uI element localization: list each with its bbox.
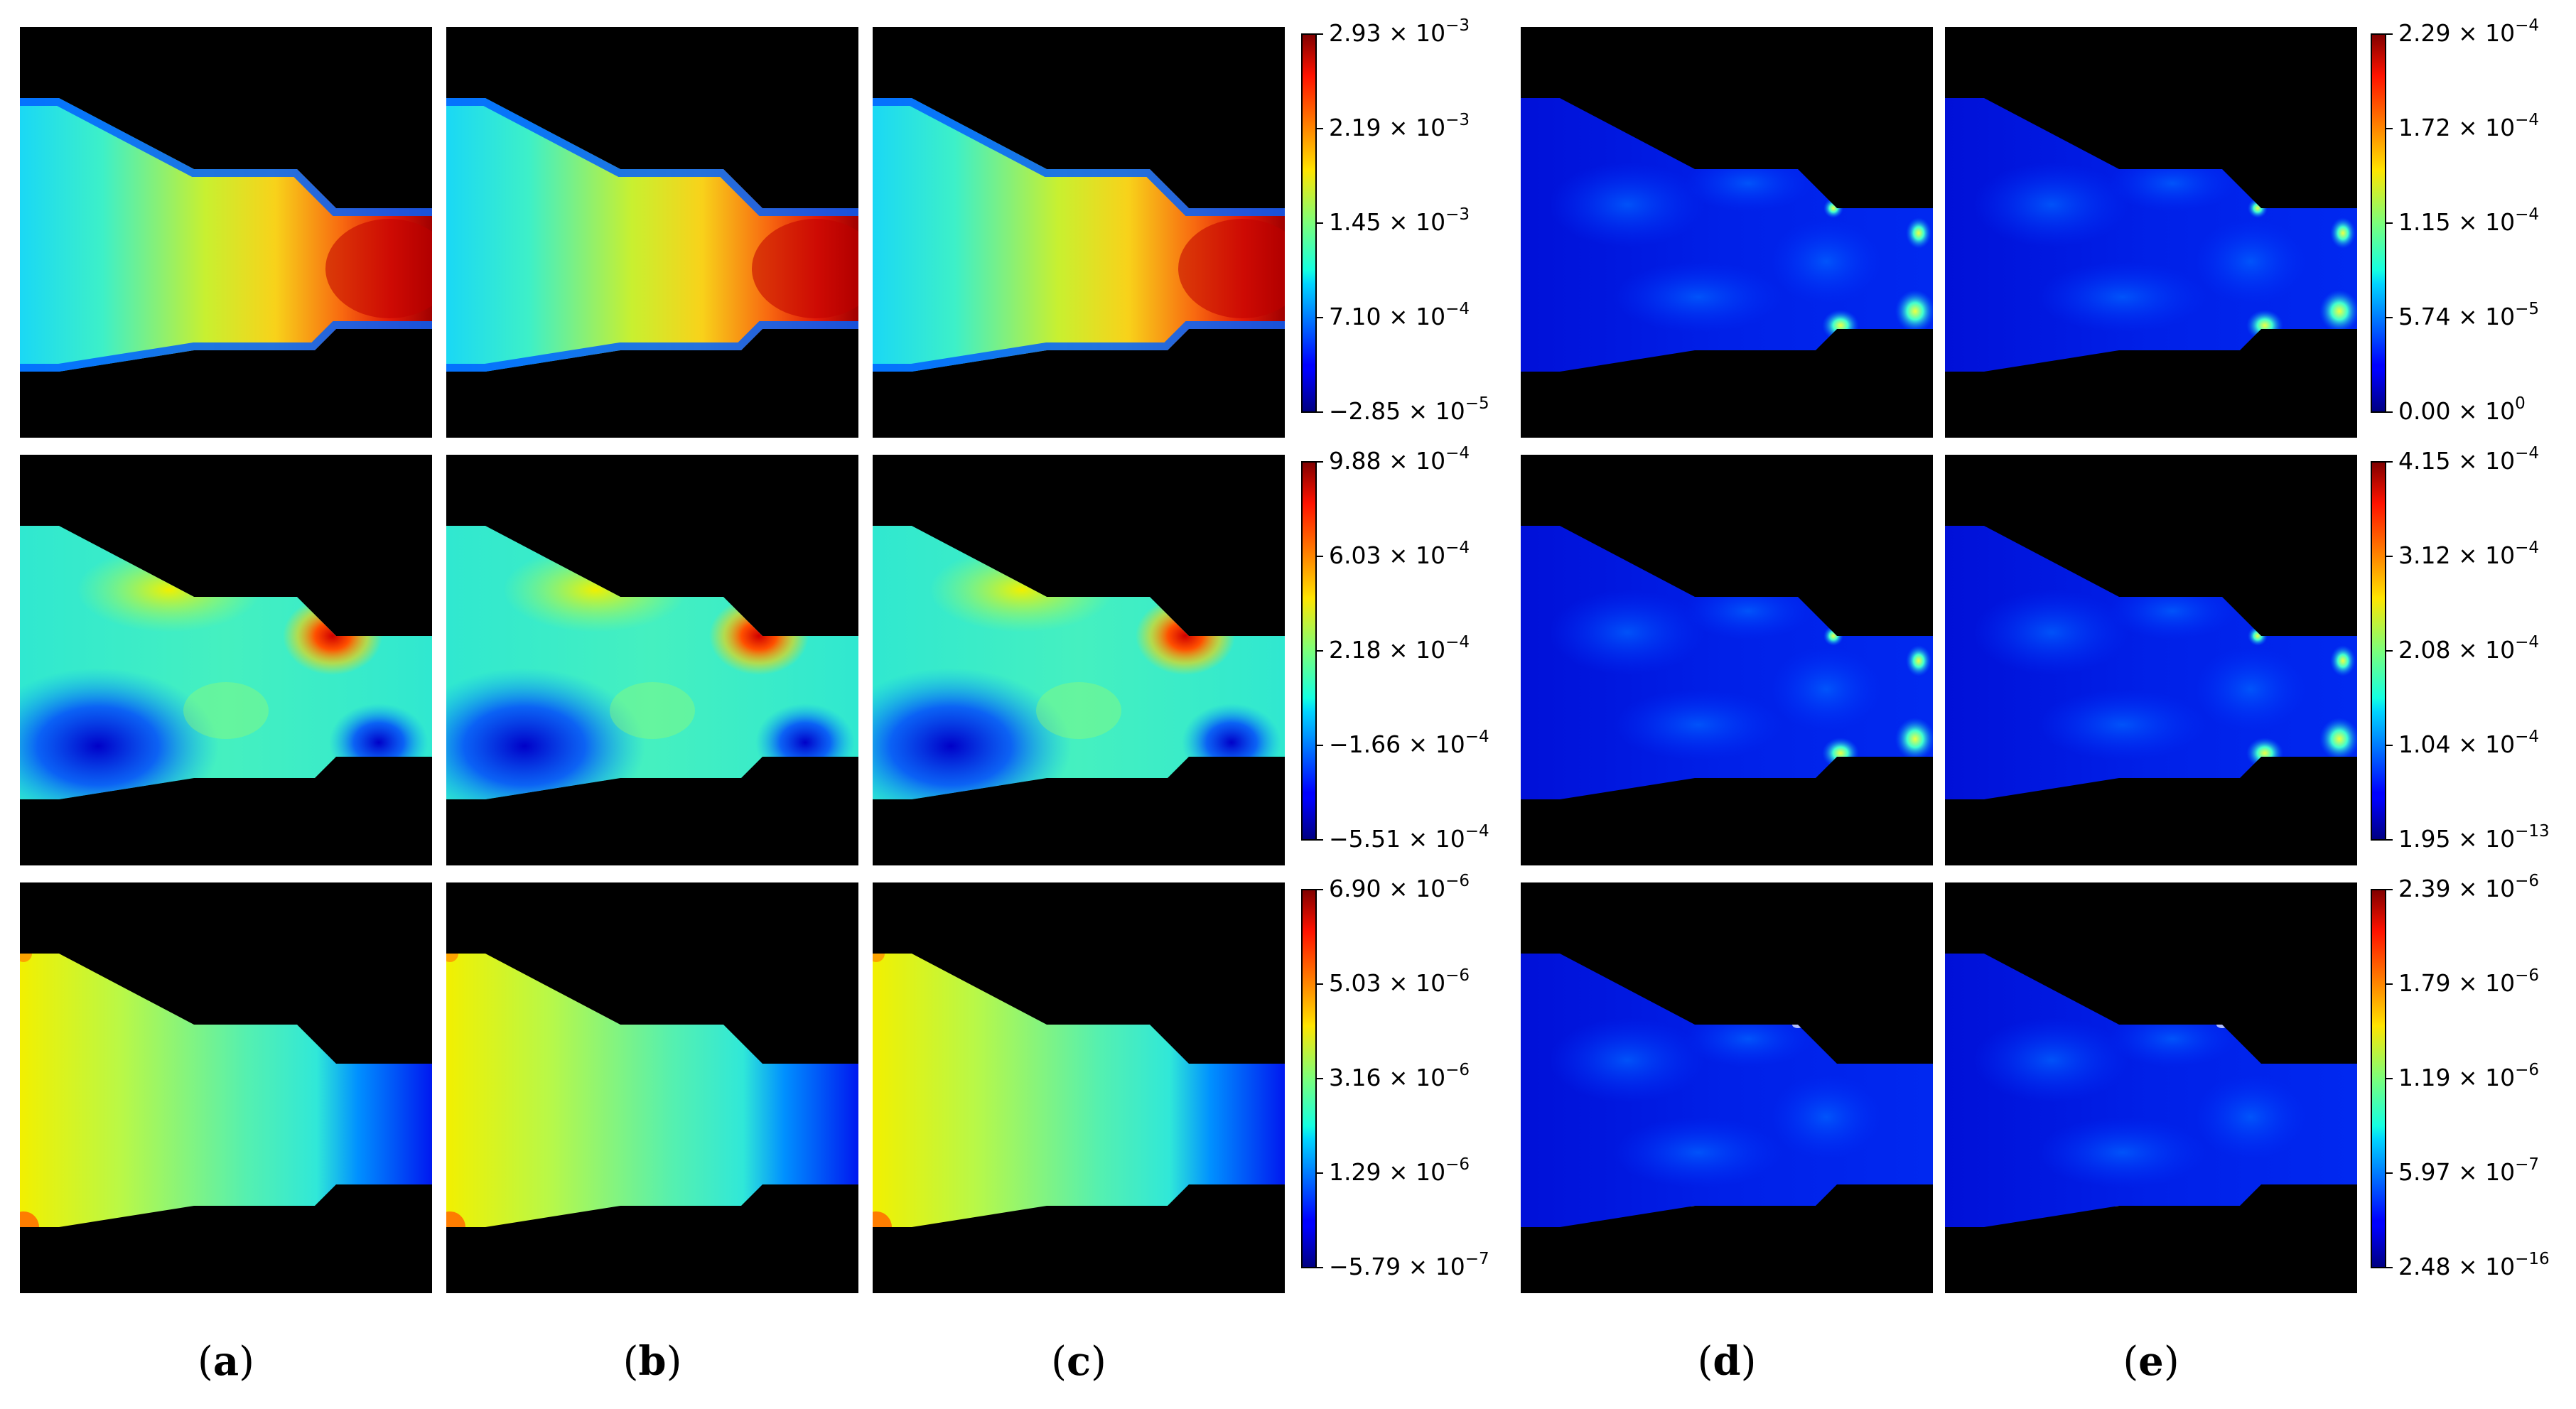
- panel-label-c: (c): [1051, 1338, 1106, 1385]
- colorbar-field-row3-tick-3: 3.16 × 10−6: [1329, 1061, 1470, 1091]
- panel-label-a: (a): [198, 1338, 254, 1385]
- colorbar-error-row3-tick-3: 1.19 × 10−6: [2398, 1061, 2539, 1091]
- colorbar-error-row2-tick-3: 2.08 × 10−4: [2398, 633, 2539, 664]
- panel-d-row3: [1521, 882, 1933, 1293]
- panel-e-row3: [1945, 882, 2357, 1293]
- colorbar-field-row2: 9.88 × 10−4 6.03 × 10−4 2.18 × 10−4 −1.66 ×…: [1301, 444, 1489, 853]
- panel-c-row3: [873, 882, 1285, 1293]
- panel-b-row1: [446, 27, 858, 438]
- colorbar-error-row2-tick-2: 3.12 × 10−4: [2398, 539, 2539, 569]
- panel-label-b: (b): [623, 1338, 682, 1385]
- panel-b-row2: [446, 455, 858, 865]
- colorbar-error-row2-tick-4: 1.04 × 10−4: [2398, 728, 2539, 758]
- colorbar-error-row3-tick-1: 2.39 × 10−6: [2398, 872, 2539, 902]
- panel-a-row3: [20, 882, 432, 1293]
- colorbar-error-row1-tick-2: 1.72 × 10−4: [2398, 111, 2539, 141]
- panel-label-e: (e): [2123, 1338, 2179, 1385]
- colorbar-field-row2-tick-3: 2.18 × 10−4: [1329, 633, 1470, 664]
- panel-c-row1: [873, 27, 1285, 438]
- colorbar-error-row2: 4.15 × 10−4 3.12 × 10−4 2.08 × 10−4 1.04 × …: [2371, 444, 2550, 853]
- colorbar-field-row1-tick-5: −2.85 × 10−5: [1329, 394, 1489, 425]
- panel-label-d: (d): [1698, 1338, 1757, 1385]
- colorbar-field-row3-tick-1: 6.90 × 10−6: [1329, 872, 1470, 902]
- panel-d-row1: [1521, 27, 1933, 438]
- colorbar-error-row3: 2.39 × 10−6 1.79 × 10−6 1.19 × 10−6 5.97 × …: [2371, 872, 2550, 1280]
- panel-a-row2: [20, 455, 432, 865]
- colorbar-field-row1-tick-1: 2.93 × 10−3: [1329, 16, 1470, 47]
- colorbar-error-row1-tick-4: 5.74 × 10−5: [2398, 300, 2539, 330]
- colorbar-field-row2-tick-5: −5.51 × 10−4: [1329, 822, 1489, 853]
- panel-e-row1: [1945, 27, 2357, 438]
- panel-a-row1: [20, 27, 432, 438]
- colorbar-field-row3-tick-5: −5.79 × 10−7: [1329, 1250, 1489, 1280]
- colorbar-field-row3-tick-2: 5.03 × 10−6: [1329, 966, 1470, 997]
- colorbar-error-row3-tick-4: 5.97 × 10−7: [2398, 1155, 2539, 1186]
- colorbar-error-row1-tick-3: 1.15 × 10−4: [2398, 205, 2539, 236]
- colorbar-error-row1-tick-1: 2.29 × 10−4: [2398, 16, 2539, 47]
- colorbar-field-row1-tick-4: 7.10 × 10−4: [1329, 300, 1470, 330]
- colorbar-field-row2-tick-1: 9.88 × 10−4: [1329, 444, 1470, 475]
- colorbar-field-row3: 6.90 × 10−6 5.03 × 10−6 3.16 × 10−6 1.29 × …: [1301, 872, 1489, 1280]
- colorbar-field-row2-tick-4: −1.66 × 10−4: [1329, 728, 1489, 758]
- colorbar-error-row2-tick-1: 4.15 × 10−4: [2398, 444, 2539, 475]
- panel-d-row2: [1521, 455, 1933, 865]
- panel-c-row2: [873, 455, 1285, 865]
- colorbar-error-row1-tick-5: 0.00 × 100: [2398, 394, 2526, 425]
- colorbar-field-row2-tick-2: 6.03 × 10−4: [1329, 539, 1470, 569]
- colorbar-error-row3-tick-5: 2.48 × 10−16: [2398, 1250, 2550, 1280]
- colorbar-error-row3-tick-2: 1.79 × 10−6: [2398, 966, 2539, 997]
- colorbar-error-row2-tick-5: 1.95 × 10−13: [2398, 822, 2550, 853]
- panel-e-row2: [1945, 455, 2357, 865]
- panel-b-row3: [446, 882, 858, 1293]
- colorbar-field-row1-tick-3: 1.45 × 10−3: [1329, 205, 1470, 236]
- colorbar-error-row1: 2.29 × 10−4 1.72 × 10−4 1.15 × 10−4 5.74 × …: [2371, 16, 2539, 425]
- colorbar-field-row3-tick-4: 1.29 × 10−6: [1329, 1155, 1470, 1186]
- colorbar-field-row1-tick-2: 2.19 × 10−3: [1329, 111, 1470, 141]
- colorbar-field-row1: 2.93 × 10−3 2.19 × 10−3 1.45 × 10−3 7.10 × …: [1301, 16, 1489, 425]
